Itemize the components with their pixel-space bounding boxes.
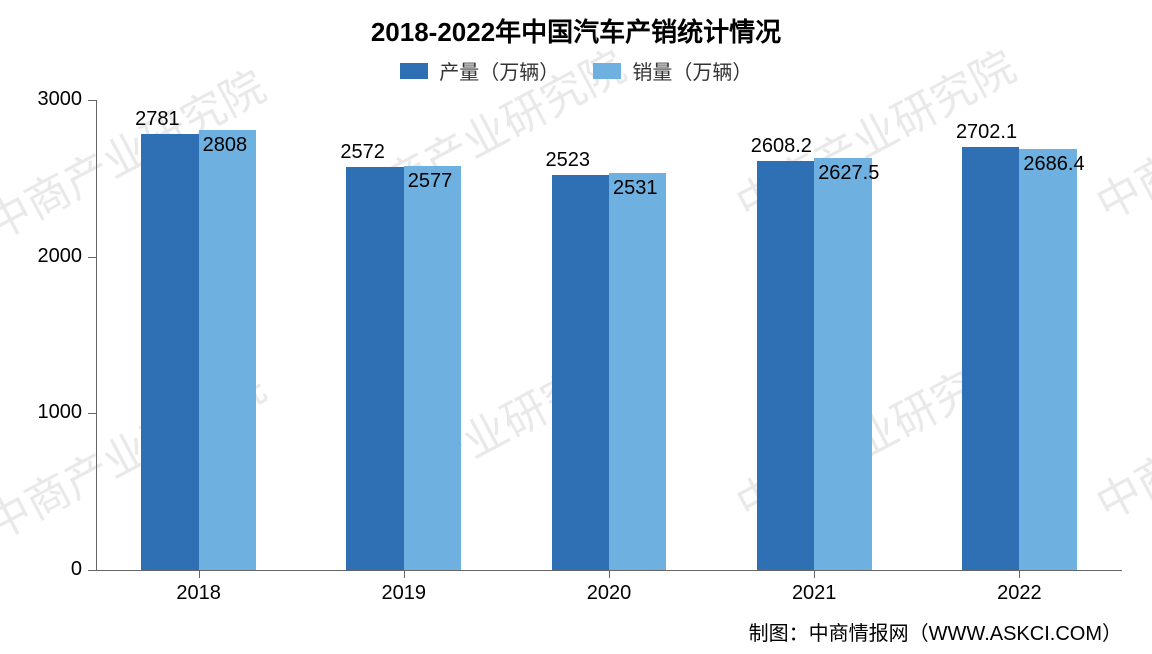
bar-sales bbox=[609, 173, 666, 570]
y-tick-mark bbox=[88, 413, 96, 414]
bar-label-sales: 2808 bbox=[203, 134, 248, 157]
x-tick-label: 2021 bbox=[764, 582, 864, 605]
x-tick-mark bbox=[404, 570, 405, 578]
x-tick-mark bbox=[609, 570, 610, 578]
x-tick-mark bbox=[814, 570, 815, 578]
bar-label-sales: 2577 bbox=[408, 170, 453, 193]
x-tick-label: 2020 bbox=[559, 582, 659, 605]
x-tick-mark bbox=[1019, 570, 1020, 578]
bar-production bbox=[141, 134, 198, 570]
legend-swatch-production bbox=[400, 63, 428, 79]
bar-sales bbox=[814, 158, 871, 570]
y-tick-label: 0 bbox=[12, 558, 82, 581]
bar-label-production: 2781 bbox=[135, 108, 180, 131]
x-tick-mark bbox=[199, 570, 200, 578]
bar-sales bbox=[404, 166, 461, 570]
y-tick-label: 1000 bbox=[12, 401, 82, 424]
bar-label-production: 2572 bbox=[340, 141, 385, 164]
bar-label-production: 2523 bbox=[546, 149, 591, 172]
bar-sales bbox=[199, 130, 256, 570]
x-tick-label: 2019 bbox=[354, 582, 454, 605]
legend-swatch-sales bbox=[593, 63, 621, 79]
legend-item-sales: 销量（万辆） bbox=[593, 56, 753, 85]
bar-sales bbox=[1019, 149, 1076, 570]
bar-label-sales: 2627.5 bbox=[818, 162, 879, 185]
credit-line: 制图：中商情报网（WWW.ASKCI.COM） bbox=[749, 617, 1122, 646]
y-axis-line bbox=[96, 100, 97, 570]
bar-label-sales: 2686.4 bbox=[1023, 153, 1084, 176]
y-tick-mark bbox=[88, 100, 96, 101]
bar-label-sales: 2531 bbox=[613, 177, 658, 200]
x-tick-label: 2022 bbox=[969, 582, 1069, 605]
x-tick-label: 2018 bbox=[149, 582, 249, 605]
bar-production bbox=[962, 147, 1019, 570]
y-tick-mark bbox=[88, 570, 96, 571]
bar-production bbox=[757, 161, 814, 570]
y-tick-mark bbox=[88, 257, 96, 258]
bar-production bbox=[552, 175, 609, 570]
chart-container: 中商产业研究院中商产业研究院中商产业研究院中商产业研究院中商产业研究院中商产业研… bbox=[0, 0, 1152, 654]
legend-label-sales: 销量（万辆） bbox=[632, 62, 752, 84]
legend-item-production: 产量（万辆） bbox=[400, 56, 560, 85]
bar-production bbox=[346, 167, 403, 570]
bar-label-production: 2608.2 bbox=[751, 135, 812, 158]
plot-area: 0100020003000201827812808201925722577202… bbox=[96, 100, 1122, 570]
legend-label-production: 产量（万辆） bbox=[439, 62, 559, 84]
chart-title: 2018-2022年中国汽车产销统计情况 bbox=[0, 12, 1152, 49]
legend: 产量（万辆） 销量（万辆） bbox=[0, 56, 1152, 85]
y-tick-label: 2000 bbox=[12, 245, 82, 268]
y-tick-label: 3000 bbox=[12, 88, 82, 111]
bar-label-production: 2702.1 bbox=[956, 121, 1017, 144]
